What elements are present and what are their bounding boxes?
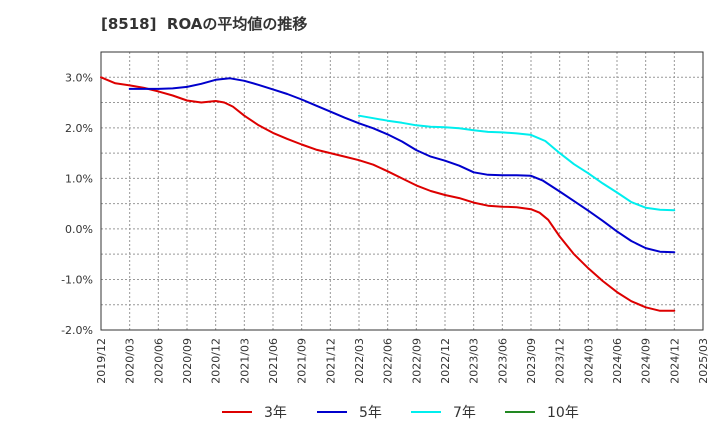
x-tick-label: 2022/06 xyxy=(382,338,395,384)
x-tick-label: 2020/03 xyxy=(124,338,137,384)
series-line xyxy=(358,114,676,212)
x-tick-label: 2020/06 xyxy=(152,338,165,384)
x-tick-label: 2022/09 xyxy=(410,338,423,384)
x-tick-label: 2020/12 xyxy=(210,338,223,384)
x-tick-label: 2022/03 xyxy=(353,338,366,384)
x-tick-label: 2024/12 xyxy=(668,338,681,384)
x-tick-label: 2021/06 xyxy=(267,338,280,384)
y-tick-label: -2.0% xyxy=(61,324,93,337)
series-line xyxy=(128,77,676,254)
x-tick-label: 2024/09 xyxy=(640,338,653,384)
y-tick-label: -1.0% xyxy=(61,273,93,286)
x-tick-label: 2024/06 xyxy=(611,338,624,384)
x-tick-label: 2021/09 xyxy=(296,338,309,384)
x-tick-label: 2021/03 xyxy=(238,338,251,384)
chart-title: [8518] ROAの平均値の推移 xyxy=(101,15,308,33)
x-tick-label: 2021/12 xyxy=(324,338,337,384)
x-tick-label: 2024/03 xyxy=(582,338,595,384)
x-tick-label: 2020/09 xyxy=(181,338,194,384)
legend-label: 10年 xyxy=(547,405,579,421)
x-tick-label: 2023/06 xyxy=(496,338,509,384)
plot-frame xyxy=(100,51,704,331)
legend-label: 5年 xyxy=(359,405,382,421)
x-tick-label: 2023/09 xyxy=(525,338,538,384)
y-tick-label: 1.0% xyxy=(65,172,93,185)
plot-area xyxy=(101,52,703,330)
x-tick-label: 2019/12 xyxy=(95,338,108,384)
x-tick-label: 2025/03 xyxy=(697,338,710,384)
x-tick-label: 2022/12 xyxy=(439,338,452,384)
x-tick-label: 2023/12 xyxy=(554,338,567,384)
legend-label: 3年 xyxy=(264,405,287,421)
y-tick-label: 0.0% xyxy=(65,223,93,236)
legend-label: 7年 xyxy=(453,405,476,421)
series-line xyxy=(100,76,676,312)
y-tick-label: 2.0% xyxy=(65,122,93,135)
y-tick-label: 3.0% xyxy=(65,71,93,84)
x-tick-label: 2023/03 xyxy=(468,338,481,384)
